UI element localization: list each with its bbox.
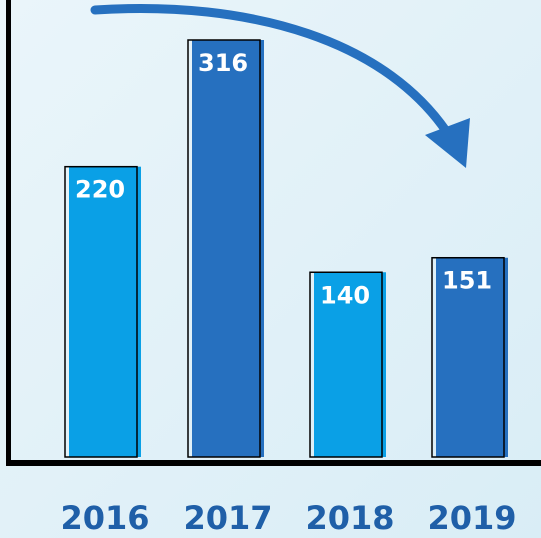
value-label: 316 [198,49,248,77]
bar-outline [431,256,505,458]
x-tick-label: 2017 [183,499,272,537]
x-tick-label: 2018 [305,499,394,537]
value-label: 140 [320,281,370,309]
trend-arrow [90,4,457,145]
value-label: 151 [442,267,492,295]
plot: 220 2016 316 2017 140 2018 151 2019 [60,39,517,537]
x-axis [6,460,541,466]
bar [314,272,386,457]
bar [436,257,508,457]
x-tick-label: 2016 [60,499,149,537]
bar [69,166,141,458]
bar-outline [309,271,383,458]
arrow-head [425,118,470,168]
value-label: 220 [75,176,125,204]
y-axis [6,0,11,466]
x-tick-label: 2019 [427,499,516,537]
bar-outline [187,39,261,458]
bar-outline [64,165,138,458]
bar [192,40,264,457]
